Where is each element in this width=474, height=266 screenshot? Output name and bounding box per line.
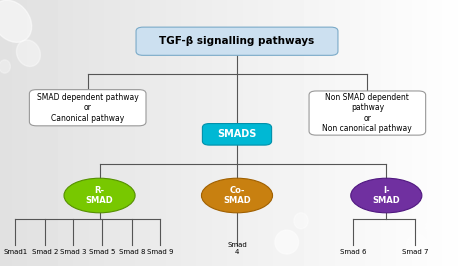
Text: Smad 3: Smad 3 <box>60 249 87 255</box>
Text: Non SMAD dependent
pathway
or
Non canonical pathway: Non SMAD dependent pathway or Non canoni… <box>322 93 412 133</box>
Text: R-
SMAD: R- SMAD <box>86 186 113 205</box>
Ellipse shape <box>17 40 40 66</box>
Ellipse shape <box>351 178 422 213</box>
Ellipse shape <box>445 2 474 36</box>
FancyBboxPatch shape <box>202 124 272 145</box>
Ellipse shape <box>64 178 135 213</box>
Text: Smad 9: Smad 9 <box>147 249 173 255</box>
Ellipse shape <box>201 178 273 213</box>
FancyBboxPatch shape <box>29 90 146 126</box>
Ellipse shape <box>0 0 32 42</box>
FancyBboxPatch shape <box>136 27 338 55</box>
Ellipse shape <box>425 219 438 233</box>
Text: Smad 8: Smad 8 <box>118 249 145 255</box>
Text: Smad
4: Smad 4 <box>227 242 247 255</box>
Text: Smad 7: Smad 7 <box>401 249 428 255</box>
Text: SMADS: SMADS <box>217 129 257 139</box>
Ellipse shape <box>0 60 10 73</box>
Ellipse shape <box>431 37 450 59</box>
Ellipse shape <box>407 234 428 255</box>
FancyBboxPatch shape <box>309 91 426 135</box>
Text: Co-
SMAD: Co- SMAD <box>223 186 251 205</box>
Text: Smad1: Smad1 <box>3 249 27 255</box>
Ellipse shape <box>275 230 299 254</box>
Ellipse shape <box>294 213 308 229</box>
Text: SMAD dependent pathway
or
Canonical pathway: SMAD dependent pathway or Canonical path… <box>37 93 138 123</box>
Text: Smad 5: Smad 5 <box>89 249 115 255</box>
Text: Smad 6: Smad 6 <box>340 249 366 255</box>
Text: I-
SMAD: I- SMAD <box>373 186 400 205</box>
Text: TGF-β signalling pathways: TGF-β signalling pathways <box>159 36 315 46</box>
Text: Smad 2: Smad 2 <box>32 249 58 255</box>
